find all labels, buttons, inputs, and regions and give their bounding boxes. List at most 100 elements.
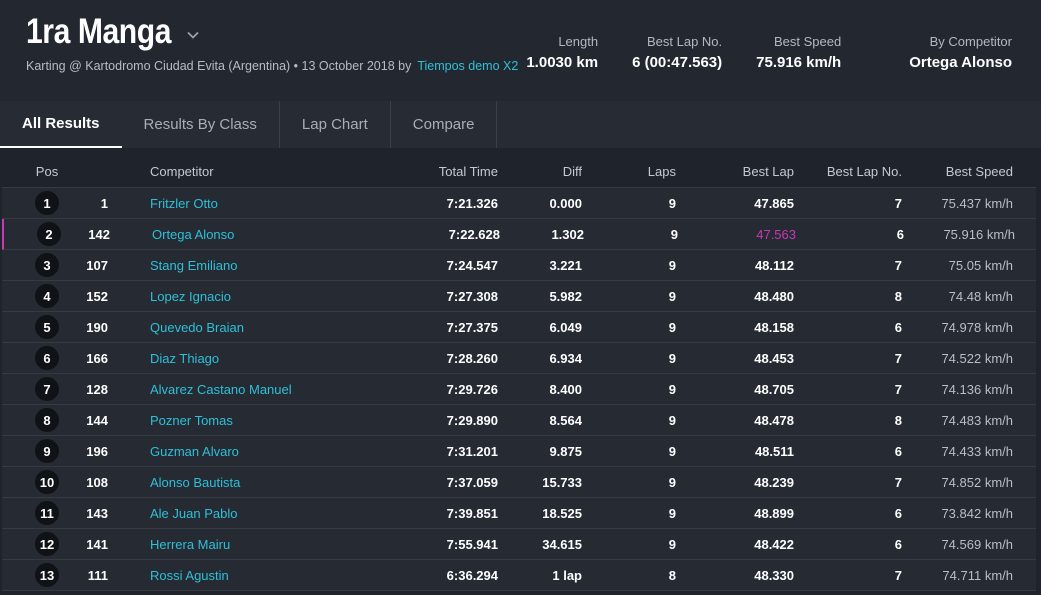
position-cell: 3 xyxy=(34,250,60,280)
table-row[interactable]: 7 128 Alvarez Castano Manuel 7:29.726 8.400 9… xyxy=(2,374,1036,405)
total-time: 7:55.941 xyxy=(446,536,498,552)
stat-label: Length xyxy=(558,34,599,49)
position-badge: 8 xyxy=(35,408,59,432)
tab-all-results[interactable]: All Results xyxy=(0,101,122,148)
best-speed: 74.852 km/h xyxy=(941,474,1013,490)
best-lap: 48.112 xyxy=(754,257,794,273)
competitor-link[interactable]: Lopez Ignacio xyxy=(150,288,231,304)
diff: 34.615 xyxy=(542,536,582,552)
competitor-cell: Fritzler Otto xyxy=(150,188,370,218)
competitor-cell: Quevedo Braian xyxy=(150,312,370,342)
kart-number: 190 xyxy=(86,319,108,335)
table-row[interactable]: 13 111 Rossi Agustin 6:36.294 1 lap 8 48.330 7 7… xyxy=(2,560,1036,591)
stat-value: 6 (00:47.563) xyxy=(632,54,723,71)
session-title-dropdown[interactable]: 1ra Manga xyxy=(26,12,201,52)
column-header-laps[interactable]: Laps xyxy=(647,164,676,179)
competitor-link[interactable]: Fritzler Otto xyxy=(150,195,218,211)
competitor-link[interactable]: Ortega Alonso xyxy=(152,226,235,242)
table-row[interactable]: 8 144 Pozner Tomas 7:29.890 8.564 9 48.478 8 74.… xyxy=(2,405,1036,436)
tab-lap-chart[interactable]: Lap Chart xyxy=(280,101,391,148)
table-row[interactable]: 5 190 Quevedo Braian 7:27.375 6.049 9 48.158 6 7… xyxy=(2,312,1036,343)
table-row[interactable]: 2 142 Ortega Alonso 7:22.628 1.302 9 47.563 6 75… xyxy=(2,219,1036,250)
stat-label: Best Lap No. xyxy=(646,34,723,49)
best-lap: 48.453 xyxy=(754,350,794,366)
table-row[interactable]: 10 108 Alonso Bautista 7:37.059 15.733 9 48.23… xyxy=(2,467,1036,498)
kart-number: 142 xyxy=(88,226,110,242)
table-row[interactable]: 12 141 Herrera Mairu 7:55.941 34.615 9 48.422 6… xyxy=(2,529,1036,560)
diff: 3.221 xyxy=(549,257,582,273)
session-stats: Length 1.0030 km Best Lap No. 6 (00:47.5… xyxy=(492,34,1012,71)
stat-value: 75.916 km/h xyxy=(756,54,842,71)
competitor-cell: Ortega Alonso xyxy=(152,219,372,249)
competitor-cell: Lopez Ignacio xyxy=(150,281,370,311)
best-lap-no: 6 xyxy=(894,443,902,459)
total-time: 7:29.890 xyxy=(446,412,498,428)
competitor-link[interactable]: Stang Emiliano xyxy=(150,257,238,273)
best-lap-no: 6 xyxy=(896,226,904,242)
kart-number: 111 xyxy=(87,567,108,583)
competitor-cell: Pozner Tomas xyxy=(150,405,370,435)
competitor-link[interactable]: Diaz Thiago xyxy=(150,350,220,366)
position-cell: 12 xyxy=(34,529,60,559)
best-speed: 75.437 km/h xyxy=(941,195,1013,211)
competitor-link[interactable]: Alonso Bautista xyxy=(150,474,241,490)
best-lap-no: 6 xyxy=(894,319,902,335)
results-tabs: All Results Results By Class Lap Chart C… xyxy=(0,101,1041,148)
column-header-total-time[interactable]: Total Time xyxy=(438,164,498,179)
table-row[interactable]: 6 166 Diaz Thiago 7:28.260 6.934 9 48.453 7 74.5… xyxy=(2,343,1036,374)
table-row[interactable]: 11 143 Ale Juan Pablo 7:39.851 18.525 9 48.899… xyxy=(2,498,1036,529)
diff: 8.400 xyxy=(549,381,582,397)
table-row[interactable]: 1 1 Fritzler Otto 7:21.326 0.000 9 47.865 7 75.4… xyxy=(2,188,1036,219)
column-header-pos[interactable]: Pos xyxy=(35,164,59,179)
session-info-text: Karting @ Kartodromo Ciudad Evita (Argen… xyxy=(26,59,412,73)
laps: 8 xyxy=(668,567,676,583)
chevron-down-icon[interactable] xyxy=(185,27,201,43)
competitor-cell: Alonso Bautista xyxy=(150,467,370,497)
column-header-best-lap[interactable]: Best Lap xyxy=(742,164,794,179)
competitor-cell: Alvarez Castano Manuel xyxy=(150,374,370,404)
competitor-cell: Diaz Thiago xyxy=(150,343,370,373)
total-time: 7:27.375 xyxy=(446,319,498,335)
competitor-link[interactable]: Ale Juan Pablo xyxy=(150,505,238,521)
tab-results-by-class[interactable]: Results By Class xyxy=(122,101,280,148)
laps: 9 xyxy=(668,350,676,366)
page-title[interactable]: 1ra Manga xyxy=(26,12,172,51)
competitor-link[interactable]: Alvarez Castano Manuel xyxy=(150,381,292,397)
diff: 0.000 xyxy=(549,195,582,211)
position-cell: 7 xyxy=(34,374,60,404)
competitor-cell: Herrera Mairu xyxy=(150,529,370,559)
table-row[interactable]: 9 196 Guzman Alvaro 7:31.201 9.875 9 48.511 6 74… xyxy=(2,436,1036,467)
tab-compare[interactable]: Compare xyxy=(391,101,498,148)
position-cell: 13 xyxy=(34,560,60,590)
competitor-link[interactable]: Guzman Alvaro xyxy=(150,443,239,459)
position-badge: 5 xyxy=(35,315,59,339)
best-speed: 74.978 km/h xyxy=(941,319,1013,335)
table-row[interactable]: 3 107 Stang Emiliano 7:24.547 3.221 9 48.112 7 7… xyxy=(2,250,1036,281)
position-cell: 4 xyxy=(34,281,60,311)
total-time: 7:37.059 xyxy=(446,474,498,490)
column-header-best-lap-no[interactable]: Best Lap No. xyxy=(826,164,902,179)
competitor-link[interactable]: Herrera Mairu xyxy=(150,536,231,552)
competitor-link[interactable]: Rossi Agustin xyxy=(150,567,229,583)
kart-number: 143 xyxy=(86,505,108,521)
table-row[interactable]: 4 152 Lopez Ignacio 7:27.308 5.982 9 48.480 8 74… xyxy=(2,281,1036,312)
laps: 9 xyxy=(668,505,676,521)
laps: 9 xyxy=(668,412,676,428)
competitor-cell: Rossi Agustin xyxy=(150,560,370,590)
competitor-link[interactable]: Pozner Tomas xyxy=(150,412,233,428)
table-header-row: Pos Competitor Total Time Diff Laps Best… xyxy=(2,156,1036,188)
stat-label: Best Speed xyxy=(773,34,842,49)
competitor-cell: Guzman Alvaro xyxy=(150,436,370,466)
competitor-link[interactable]: Quevedo Braian xyxy=(150,319,244,335)
best-speed: 74.522 km/h xyxy=(941,350,1013,366)
organizer-link[interactable]: Tiempos demo X2 xyxy=(417,59,519,73)
total-time: 7:39.851 xyxy=(446,505,498,521)
column-header-competitor[interactable]: Competitor xyxy=(150,164,214,179)
best-speed: 74.136 km/h xyxy=(941,381,1013,397)
column-header-best-speed[interactable]: Best Speed xyxy=(945,164,1013,179)
diff: 1.302 xyxy=(551,226,584,242)
best-lap: 47.563 xyxy=(756,226,796,242)
kart-number: 108 xyxy=(86,474,108,490)
column-header-diff[interactable]: Diff xyxy=(562,164,582,179)
position-badge: 3 xyxy=(35,253,59,277)
